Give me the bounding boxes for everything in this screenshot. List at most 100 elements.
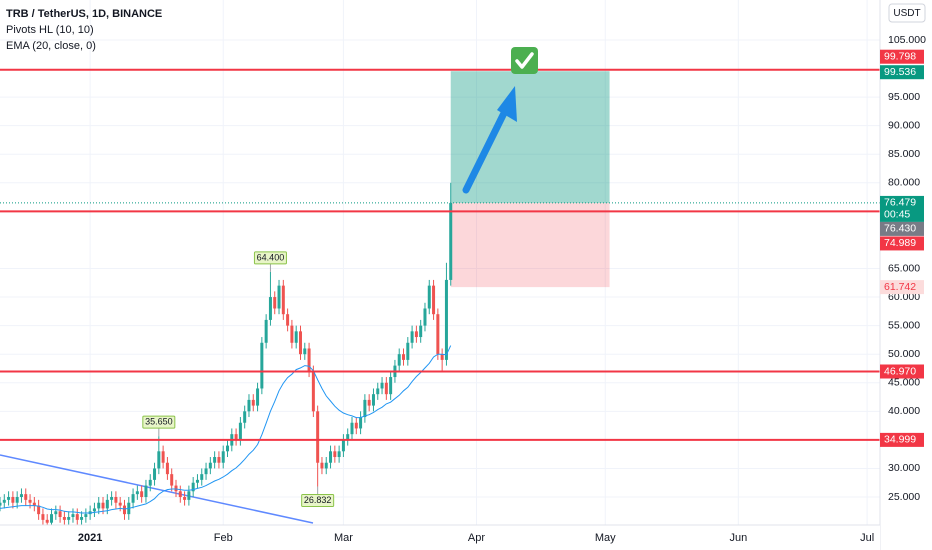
level-price-tag: [880, 236, 924, 251]
candle-body: [204, 468, 208, 475]
candle-body: [414, 331, 418, 338]
chart-title: TRB / TetherUS, 1D, BINANCE: [6, 8, 162, 20]
level-price-label: 74.989: [884, 237, 916, 249]
candle-body: [80, 517, 84, 520]
candle-body: [178, 491, 182, 498]
candle-body: [195, 479, 199, 483]
candle-body: [131, 494, 135, 503]
pivot-label: 64.400: [257, 252, 285, 262]
candle-body: [92, 508, 96, 512]
x-tick-label: Mar: [334, 532, 353, 544]
level-price-tag: [880, 364, 924, 379]
countdown: 00:45: [884, 209, 910, 221]
candle-body: [157, 451, 161, 469]
pivot-label: 26.832: [304, 495, 332, 505]
arrow-shaft: [462, 101, 512, 194]
candle-body: [7, 497, 11, 500]
pivot-box: [253, 251, 287, 265]
candle-body: [50, 514, 54, 523]
candle-body: [436, 314, 440, 355]
candle-body: [114, 497, 118, 503]
alt-price-label: 76.430: [884, 223, 916, 235]
x-tick-label: Jun: [729, 532, 747, 544]
candle-body: [183, 497, 187, 500]
candle-body: [234, 434, 238, 440]
check-mark: [515, 52, 534, 69]
y-tick-label: 95.000: [888, 91, 920, 103]
candle-body: [243, 411, 247, 423]
candle-body: [324, 462, 328, 469]
candle-body: [221, 451, 225, 463]
x-tick-label: May: [595, 532, 616, 544]
candle-body: [281, 285, 285, 315]
currency[interactable]: USDT: [893, 8, 920, 19]
candle-body: [337, 451, 341, 458]
candle-body: [37, 505, 41, 515]
x-tick-label: 2021: [78, 532, 102, 544]
candle-body: [226, 445, 230, 452]
candle-body: [213, 457, 217, 463]
y-tick-label: 40.000: [888, 405, 920, 417]
arrow-head: [497, 86, 517, 122]
pivot-box: [142, 415, 176, 429]
candle-body: [350, 422, 354, 435]
loss-zone: [450, 202, 610, 288]
candle-body: [247, 399, 251, 412]
y-tick-label: 30.000: [888, 462, 920, 474]
candle-body: [105, 499, 109, 509]
candle-body: [15, 497, 19, 503]
candle-body: [62, 517, 66, 520]
candle-body: [406, 342, 410, 360]
alt-price-label-tag: [880, 221, 924, 236]
candle-body: [32, 502, 36, 506]
candle-body: [84, 514, 88, 518]
candle-body: [320, 462, 324, 469]
candle-body: [273, 297, 277, 309]
pivot-box: [301, 494, 335, 508]
trend-line: [0, 454, 314, 524]
y-tick-label: 65.000: [888, 262, 920, 274]
candle-body: [153, 468, 157, 480]
candle-body: [75, 514, 79, 520]
candle-body: [110, 497, 114, 500]
stop-price-label-tag: [880, 280, 924, 295]
y-tick-label: 90.000: [888, 119, 920, 131]
candle-body: [440, 354, 444, 360]
candle-body: [427, 285, 431, 309]
candle-body: [11, 497, 15, 503]
last-price-label: 76.479: [884, 197, 916, 209]
candle-body: [290, 325, 294, 343]
level-price-tag: [880, 49, 924, 64]
x-tick-label: Jul: [860, 532, 874, 544]
check-icon: [511, 47, 538, 74]
candle-body: [432, 285, 436, 315]
candle-body: [329, 451, 333, 463]
candle-body: [419, 325, 423, 338]
candle-body: [0, 502, 2, 506]
candle-body: [376, 388, 380, 395]
candle-body: [311, 371, 315, 412]
candle-body: [28, 499, 32, 503]
indicator-label: EMA (20, close, 0): [6, 40, 96, 52]
y-tick-label: 85.000: [888, 148, 920, 160]
y-tick-label: 55.000: [888, 319, 920, 331]
target-price-label-tag: [880, 65, 924, 80]
candle-body: [384, 382, 388, 395]
candle-body: [402, 354, 406, 360]
candle-body: [165, 462, 169, 475]
candle-body: [101, 502, 105, 509]
candle-body: [2, 499, 6, 503]
candle-body: [260, 342, 264, 389]
candle-body: [161, 451, 165, 463]
candle-body: [264, 319, 268, 343]
currency-button[interactable]: [888, 3, 926, 23]
candle-body: [268, 297, 272, 320]
candle-body: [346, 434, 350, 440]
candle-body: [67, 517, 71, 520]
target-price-label: 99.536: [884, 66, 916, 78]
candle-body: [24, 494, 28, 500]
candle-body: [238, 422, 242, 440]
candle-body: [71, 514, 75, 518]
last-price-tag: [880, 195, 924, 222]
